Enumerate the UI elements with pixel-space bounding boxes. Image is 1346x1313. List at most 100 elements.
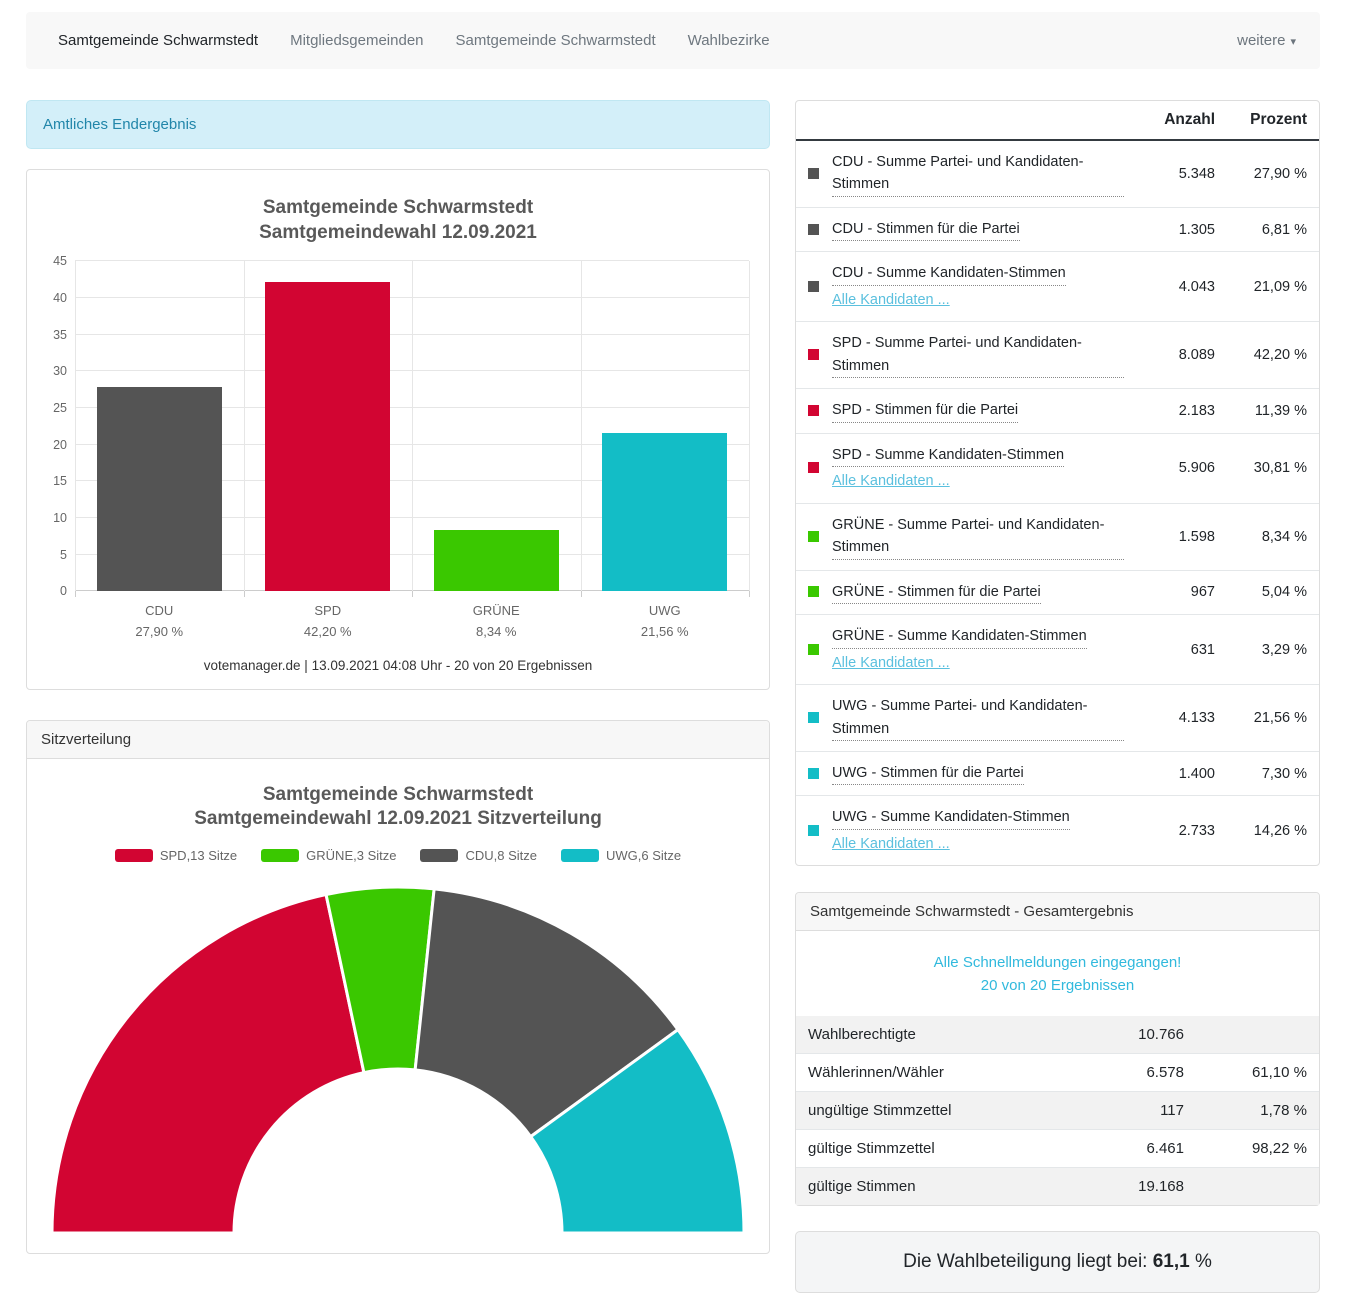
result-row-link[interactable]: GRÜNE - Stimmen für die Partei — [832, 581, 1041, 605]
legend-item-UWG[interactable]: UWG,6 Sitze — [561, 848, 681, 863]
legend-item-CDU[interactable]: CDU,8 Sitze — [420, 848, 537, 863]
result-row-link[interactable]: UWG - Summe Kandidaten-Stimmen — [832, 806, 1070, 830]
swatch-cell — [808, 710, 832, 726]
result-row-prozent: 6,81 % — [1261, 221, 1307, 238]
bar-UWG — [602, 433, 728, 592]
gridline-vertical — [749, 261, 750, 592]
all-candidates-link[interactable]: Alle Kandidaten ... — [832, 835, 950, 852]
bar-column-CDU — [75, 261, 244, 592]
result-row-link[interactable]: SPD - Summe Partei- und Kandidaten-Stimm… — [832, 332, 1124, 379]
result-table-row: SPD - Stimmen für die Partei 2.183 11,39 % — [796, 389, 1319, 434]
gridline-horizontal — [75, 260, 749, 262]
swatch-cell — [808, 166, 832, 182]
all-candidates-link[interactable]: Alle Kandidaten ... — [832, 654, 950, 671]
y-axis-tick-label: 45 — [53, 254, 67, 269]
result-table-row: GRÜNE - Summe Kandidaten-Stimmen Alle Kan… — [796, 615, 1319, 686]
result-row-prozent: 42,20 % — [1253, 347, 1307, 364]
y-axis-tick-label: 15 — [53, 474, 67, 489]
caret-down-icon: ▾ — [1290, 36, 1296, 48]
right-column: Anzahl Prozent CDU - Summe Partei- und K… — [795, 100, 1320, 1294]
report-status-line1: Alle Schnellmeldungen eingegangen! — [933, 954, 1182, 972]
overall-row-label: ungültige Stimmzettel — [808, 1102, 952, 1120]
seat-chart-title-line2: Samtgemeindewahl 12.09.2021 Sitzverteilu… — [194, 808, 602, 830]
result-row-label: GRÜNE - Stimmen für die Partei — [832, 581, 1135, 605]
result-row-label: CDU - Summe Partei- und Kandidaten-Stimm… — [832, 151, 1135, 197]
result-row-prozent: 21,56 % — [1253, 710, 1307, 726]
result-row-label: SPD - Stimmen für die Partei — [832, 399, 1135, 423]
result-row-prozent: 27,90 % — [1253, 165, 1307, 182]
overall-row-anzahl: 117 — [1160, 1102, 1184, 1120]
seat-segment-CDU — [413, 887, 681, 1139]
overall-result-row: Wählerinnen/Wähler 6.578 61,10 % — [796, 1054, 1319, 1093]
seat-distribution-panel: Sitzverteilung Samtgemeinde Schwarmstedt… — [26, 719, 770, 1255]
overall-row-prozent: 61,10 % — [1251, 1064, 1307, 1082]
result-row-link[interactable]: UWG - Stimmen für die Partei — [832, 762, 1024, 786]
result-row-link[interactable]: GRÜNE - Summe Kandidaten-Stimmen — [832, 625, 1087, 649]
category-percent: 8,34 % — [476, 623, 517, 639]
overall-row-anzahl: 10.766 — [1138, 1026, 1184, 1044]
swatch-cell — [808, 529, 832, 545]
result-row-link[interactable]: CDU - Summe Kandidaten-Stimmen — [832, 262, 1066, 286]
category-percent: 27,90 % — [135, 623, 184, 639]
bar-column-GRÜNE — [412, 261, 581, 592]
nav-more-dropdown[interactable]: weitere ▾ — [1229, 24, 1304, 57]
legend-item-SPD[interactable]: SPD,13 Sitze — [114, 848, 238, 864]
result-row-link[interactable]: SPD - Stimmen für die Partei — [832, 399, 1019, 423]
all-candidates-link[interactable]: Alle Kandidaten ... — [832, 473, 950, 490]
bar-chart-title-line1: Samtgemeinde Schwarmstedt — [262, 197, 534, 218]
result-row-anzahl: 1.400 — [1178, 765, 1215, 782]
gridline-vertical — [580, 261, 582, 592]
result-row-label: UWG - Summe Partei- und Kandidaten-Stimm… — [832, 695, 1135, 741]
legend-label-GRÜNE: GRÜNE,3 Sitze — [306, 848, 397, 864]
category-name: CDU — [145, 603, 174, 619]
party-color-swatch-GRÜNE — [808, 586, 819, 598]
chart-credits: votemanager.de | 13.09.2021 04:08 Uhr - … — [203, 657, 593, 673]
nav-item-samtgemeinde-2[interactable]: Samtgemeinde Schwarmstedt — [455, 32, 656, 49]
all-candidates-link[interactable]: Alle Kandidaten ... — [832, 291, 950, 308]
result-row-anzahl: 5.906 — [1178, 460, 1215, 477]
result-row-link[interactable]: GRÜNE - Summe Partei- und Kandidaten-Sti… — [832, 514, 1124, 560]
result-row-anzahl: 1.305 — [1178, 221, 1215, 238]
overall-row-anzahl: 6.461 — [1146, 1140, 1184, 1158]
swatch-cell — [808, 766, 832, 782]
nav-item-mitgliedsgemeinden[interactable]: Mitgliedsgemeinden — [290, 32, 424, 49]
legend-label-SPD: SPD,13 Sitze — [159, 848, 238, 864]
overall-row-prozent: 1,78 % — [1260, 1102, 1307, 1120]
party-color-swatch-GRÜNE — [808, 530, 819, 542]
result-row-label: GRÜNE - Summe Partei- und Kandidaten-Sti… — [832, 514, 1135, 560]
legend-item-GRÜNE[interactable]: GRÜNE,3 Sitze — [261, 848, 396, 863]
result-row-prozent: 7,30 % — [1261, 765, 1307, 782]
result-row-link[interactable]: SPD - Summe Kandidaten-Stimmen — [832, 444, 1065, 468]
result-row-link[interactable]: CDU - Summe Partei- und Kandidaten-Stimm… — [832, 151, 1124, 197]
x-axis-tick — [580, 591, 582, 598]
gridline-vertical — [412, 261, 413, 592]
nav-item-wahlbezirke[interactable]: Wahlbezirke — [687, 32, 770, 49]
seat-panel-heading: Sitzverteilung — [27, 720, 769, 759]
nav-item-samtgemeinde-1[interactable]: Samtgemeinde Schwarmstedt — [58, 32, 259, 49]
category-percent: 21,56 % — [640, 623, 689, 639]
swatch-cell — [808, 584, 832, 600]
official-result-banner: Amtliches Endergebnis — [26, 100, 770, 149]
result-row-anzahl: 4.043 — [1178, 278, 1215, 295]
y-axis-tick-label: 5 — [60, 547, 67, 562]
result-row-link[interactable]: CDU - Stimmen für die Partei — [832, 218, 1020, 242]
party-color-swatch-CDU — [808, 223, 819, 235]
result-table-row: SPD - Summe Partei- und Kandidaten-Stimm… — [796, 322, 1319, 390]
swatch-cell — [808, 222, 832, 238]
bar-GRÜNE — [433, 530, 559, 592]
y-axis-tick-label: 25 — [53, 401, 67, 416]
result-row-anzahl: 1.598 — [1178, 528, 1215, 545]
result-row-prozent: 5,04 % — [1261, 584, 1307, 601]
overall-row-label: Wahlberechtigte — [808, 1026, 916, 1044]
bar-CDU — [96, 386, 222, 592]
party-color-swatch-SPD — [808, 462, 819, 474]
swatch-cell — [808, 347, 832, 363]
result-row-link[interactable]: UWG - Summe Partei- und Kandidaten-Stimm… — [832, 695, 1124, 741]
party-color-swatch-SPD — [808, 349, 819, 361]
left-column: Amtliches Endergebnis Samtgemeinde Schwa… — [26, 100, 770, 1255]
result-table-row: UWG - Summe Kandidaten-Stimmen Alle Kandi… — [796, 796, 1319, 865]
result-table-row: GRÜNE - Summe Partei- und Kandidaten-Sti… — [796, 504, 1319, 571]
column-header-prozent: Prozent — [1250, 111, 1307, 128]
x-axis-label-SPD: SPD 42,20 % — [244, 601, 413, 641]
x-axis-label-CDU: CDU 27,90 % — [75, 601, 244, 641]
